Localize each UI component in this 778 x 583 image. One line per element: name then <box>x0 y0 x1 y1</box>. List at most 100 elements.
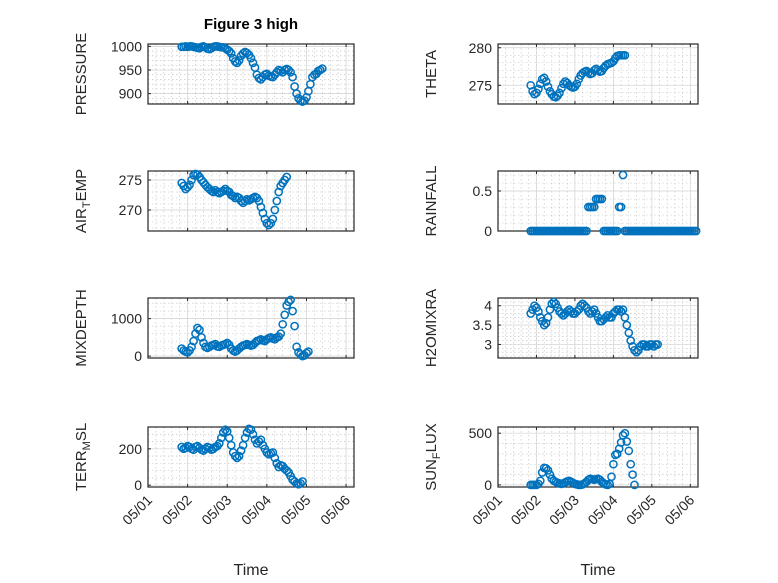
subplot-sun_flux: 0 500 SUNFLUX 05/01 05/02 05/03 05/04 05/05 05/0… <box>423 423 699 579</box>
data-point <box>622 437 632 446</box>
axes-frame <box>497 426 699 488</box>
data-point <box>302 348 311 358</box>
x-tick-label: 05/03 <box>546 492 582 528</box>
data-point <box>290 321 299 331</box>
axes-frame <box>147 297 355 359</box>
data-point <box>547 299 557 309</box>
data-point <box>549 297 559 307</box>
axes-frame <box>497 170 699 232</box>
data-point <box>296 349 305 359</box>
data-point <box>230 451 240 461</box>
data-point <box>230 57 240 66</box>
data-point <box>234 56 244 65</box>
y-tick-label: 275 <box>469 77 493 93</box>
y-tick-label: 950 <box>119 62 143 78</box>
y-tick-label: 0 <box>134 348 142 364</box>
data-point <box>248 429 258 439</box>
data-point <box>543 313 553 322</box>
data-point <box>622 320 632 330</box>
data-point <box>543 466 553 475</box>
data-point <box>584 307 593 316</box>
y-tick-label: 4 <box>484 298 492 314</box>
data-point <box>183 182 192 192</box>
data-point <box>195 325 204 335</box>
data-point <box>618 170 628 180</box>
data-point <box>214 439 224 448</box>
axes-frame <box>497 43 699 105</box>
data-point <box>240 433 250 443</box>
data-point <box>534 84 543 94</box>
data-point <box>580 301 589 311</box>
data-point <box>543 82 553 92</box>
data-point <box>280 310 290 320</box>
x-tick-label: 05/02 <box>159 492 195 528</box>
data-point <box>618 305 628 314</box>
x-tick-label: 05/05 <box>277 492 313 528</box>
data-point <box>292 342 301 352</box>
data-point <box>609 459 618 469</box>
y-axis-label: RAINFALL <box>423 166 440 237</box>
data-point <box>226 49 236 58</box>
data-point <box>582 226 591 236</box>
y-tick-label: 270 <box>119 202 143 218</box>
data-point <box>630 480 639 490</box>
data-point <box>541 464 551 473</box>
data-point <box>620 428 630 438</box>
data-point <box>545 305 555 314</box>
y-tick-label: 0 <box>484 477 492 493</box>
data-point <box>317 64 327 73</box>
data-point <box>236 446 246 455</box>
y-tick-label: 1000 <box>111 311 142 327</box>
x-tick-label: 05/05 <box>623 492 659 528</box>
x-tick-label: 05/04 <box>584 492 620 528</box>
data-point <box>187 175 196 185</box>
data-point <box>296 479 305 488</box>
data-point <box>612 449 622 459</box>
y-axis-label: SUNFLUX <box>423 423 443 491</box>
y-tick-label: 1000 <box>111 38 142 54</box>
data-point <box>220 425 230 435</box>
x-tick-label: 05/02 <box>507 492 543 528</box>
subplot-mixdepth: 0 1000 MIXDEPTH <box>73 289 355 367</box>
data-point <box>248 58 258 68</box>
data-point <box>616 202 626 212</box>
data-point <box>262 218 272 228</box>
y-axis-label: THETA <box>423 50 440 98</box>
data-point <box>624 328 634 338</box>
data-point <box>224 433 234 443</box>
data-point <box>534 307 543 316</box>
data-point <box>226 440 236 450</box>
data-point <box>530 301 539 311</box>
data-point <box>555 88 564 98</box>
data-point <box>628 470 637 479</box>
data-point <box>270 453 280 463</box>
data-point <box>282 172 292 182</box>
data-point <box>185 180 194 190</box>
y-tick-label: 900 <box>119 86 143 102</box>
data-point <box>197 333 206 342</box>
y-axis-label: PRESSURE <box>73 33 90 116</box>
data-point <box>266 218 276 228</box>
y-tick-label: 275 <box>119 172 143 188</box>
figure-title: Figure 3 high <box>204 16 298 33</box>
data-point <box>653 340 662 349</box>
data-point <box>187 342 196 352</box>
data-point <box>262 448 272 457</box>
subplot-grid: 900 950 1000 PRESSURE 275 280 THETA 270 275 AIRTE… <box>73 33 701 579</box>
data-point <box>181 443 190 453</box>
y-axis-label: TERRMSL <box>73 423 93 491</box>
data-point <box>222 338 232 348</box>
x-tick-label: 05/04 <box>238 492 274 528</box>
data-point <box>246 425 256 435</box>
data-point <box>647 340 657 349</box>
data-point <box>630 345 639 355</box>
data-point <box>193 323 202 333</box>
data-point <box>572 307 582 316</box>
data-point <box>284 65 293 75</box>
data-point <box>315 65 325 75</box>
axes-frame <box>497 297 699 359</box>
data-point <box>256 435 266 445</box>
data-point <box>224 46 234 56</box>
axes-frame <box>147 43 355 105</box>
